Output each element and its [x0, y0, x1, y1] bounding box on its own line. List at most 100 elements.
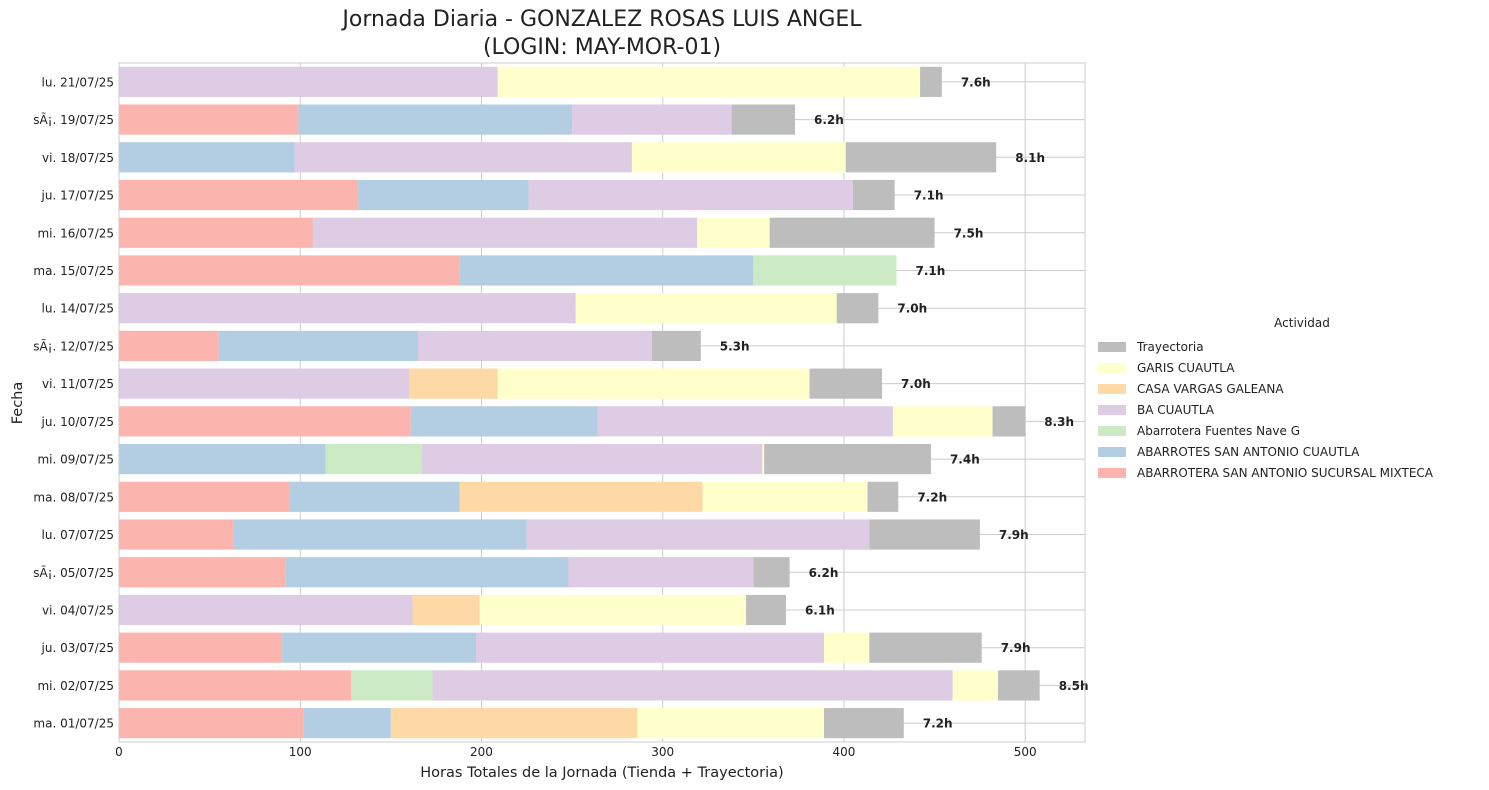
bar-segment: [233, 519, 527, 550]
bar-segment: [526, 519, 870, 550]
bar-segment: [497, 368, 810, 399]
bar-total-label: 7.2h: [917, 490, 947, 504]
legend-title: Actividad: [1274, 316, 1330, 330]
legend-swatch: [1098, 425, 1126, 436]
legend-swatch: [1098, 362, 1126, 373]
plot-frame: [118, 62, 1086, 743]
bar-segment: [119, 104, 299, 135]
legend-item: BA CUAUTLA: [1092, 399, 1482, 420]
bar-segment: [845, 142, 997, 173]
y-tick-label: ma. 01/07/25: [33, 717, 114, 731]
bar-segment: [631, 142, 846, 173]
bar-segment: [920, 66, 942, 97]
y-tick-label: sÃ¡. 12/07/25: [33, 338, 114, 353]
legend-swatch: [1098, 341, 1126, 352]
bar-total-label: 7.9h: [999, 528, 1029, 542]
y-tick-label: sÃ¡. 19/07/25: [33, 112, 114, 127]
labels: 0 100 200 300 400 500 lu. 21/07/25 sÃ¡. 19/07/2…: [33, 75, 1088, 759]
legend-label: BA CUAUTLA: [1137, 402, 1214, 417]
bar-segment: [753, 557, 790, 588]
bar-segment: [119, 368, 409, 399]
x-tick-label: 500: [1014, 745, 1037, 759]
bar-segment: [731, 104, 796, 135]
bar-segment: [285, 557, 569, 588]
bar-total-label: 7.6h: [961, 75, 991, 89]
bar-total-label: 6.1h: [805, 603, 835, 617]
bar-segment: [325, 443, 422, 475]
bar-segment: [869, 632, 982, 663]
x-axis-label: Horas Totales de la Jornada (Tienda + Tr…: [420, 765, 783, 781]
y-tick-label: vi. 04/07/25: [42, 603, 114, 617]
legend-label: ABARROTERA SAN ANTONIO SUCURSAL MIXTECA: [1137, 465, 1433, 480]
x-tick-label: 300: [651, 745, 674, 759]
bar-segment: [746, 594, 786, 626]
bar-segment: [412, 594, 480, 626]
bar-segment: [528, 179, 854, 211]
bar-segment: [892, 406, 993, 437]
bar-total-label: 6.2h: [809, 566, 839, 580]
y-tick-label: lu. 07/07/25: [42, 528, 114, 542]
bar-total-label: 7.2h: [923, 717, 953, 731]
legend-swatch: [1098, 404, 1126, 415]
bar-total-label: 7.5h: [954, 226, 984, 240]
bar-segment: [119, 708, 304, 739]
legend-swatch: [1098, 446, 1126, 457]
bar-segment: [836, 293, 879, 324]
bar-segment: [697, 217, 770, 248]
bar-segment: [119, 557, 286, 588]
y-tick-label: ju. 17/07/25: [41, 189, 114, 203]
chart-title-line-1: Jornada Diaria - GONZALEZ ROSAS LUIS ANG…: [342, 7, 862, 32]
x-tick-label: 200: [470, 745, 493, 759]
bar-segment: [809, 368, 883, 399]
bar-segment: [637, 708, 825, 739]
bar-segment: [218, 330, 419, 362]
legend-item: ABARROTES SAN ANTONIO CUAUTLA: [1092, 441, 1482, 462]
y-tick-label: ma. 15/07/25: [33, 264, 114, 278]
bar-total-label: 8.5h: [1059, 679, 1089, 693]
bar-segment: [119, 594, 413, 626]
legend-item: Abarrotera Fuentes Nave G: [1092, 420, 1482, 441]
legend-items: Trayectoria GARIS CUAUTLA CASA VARGAS GALE…: [1092, 336, 1482, 483]
bar-segment: [119, 670, 351, 701]
bar-segment: [119, 142, 295, 173]
bar-segment: [358, 179, 529, 211]
bar-segment: [824, 632, 870, 663]
bar-segment: [459, 255, 754, 286]
bar-segment: [119, 179, 359, 211]
chart-title: Jornada Diaria - GONZALEZ ROSAS LUIS ANG…: [119, 6, 1085, 62]
bar-segment: [824, 708, 904, 739]
legend-label: CASA VARGAS GALEANA: [1137, 381, 1284, 396]
bar-total-label: 7.1h: [914, 189, 944, 203]
bar-segment: [869, 519, 980, 550]
bar-total-label: 8.1h: [1015, 151, 1045, 165]
bar-segment: [998, 670, 1040, 701]
bar-segment: [432, 670, 953, 701]
bar-segment: [476, 632, 825, 663]
bar-segment: [119, 255, 460, 286]
bar-segment: [390, 708, 638, 739]
y-tick-label: vi. 11/07/25: [42, 377, 114, 391]
legend-item: ABARROTERA SAN ANTONIO SUCURSAL MIXTECA: [1092, 462, 1482, 483]
bar-segment: [867, 481, 899, 512]
bar-segment: [764, 443, 931, 475]
bar-segment: [568, 557, 754, 588]
bar-segment: [769, 217, 935, 248]
bar-segment: [119, 293, 576, 324]
bar-total-label: 5.3h: [720, 339, 750, 353]
legend-item: CASA VARGAS GALEANA: [1092, 378, 1482, 399]
bar-segment: [119, 330, 219, 362]
bar-segment: [119, 481, 290, 512]
y-tick-label: sÃ¡. 05/07/25: [33, 565, 114, 580]
bar-segment: [298, 104, 573, 135]
bar-segment: [421, 443, 763, 475]
bar-segment: [119, 406, 411, 437]
legend-swatch: [1098, 467, 1126, 478]
y-tick-label: vi. 18/07/25: [42, 151, 114, 165]
bar-segment: [119, 632, 283, 663]
bar-segment: [410, 406, 598, 437]
x-tick-label: 0: [115, 745, 123, 759]
bar-segment: [651, 330, 701, 362]
legend-label: Trayectoria: [1137, 339, 1204, 354]
bar-segment: [282, 632, 477, 663]
